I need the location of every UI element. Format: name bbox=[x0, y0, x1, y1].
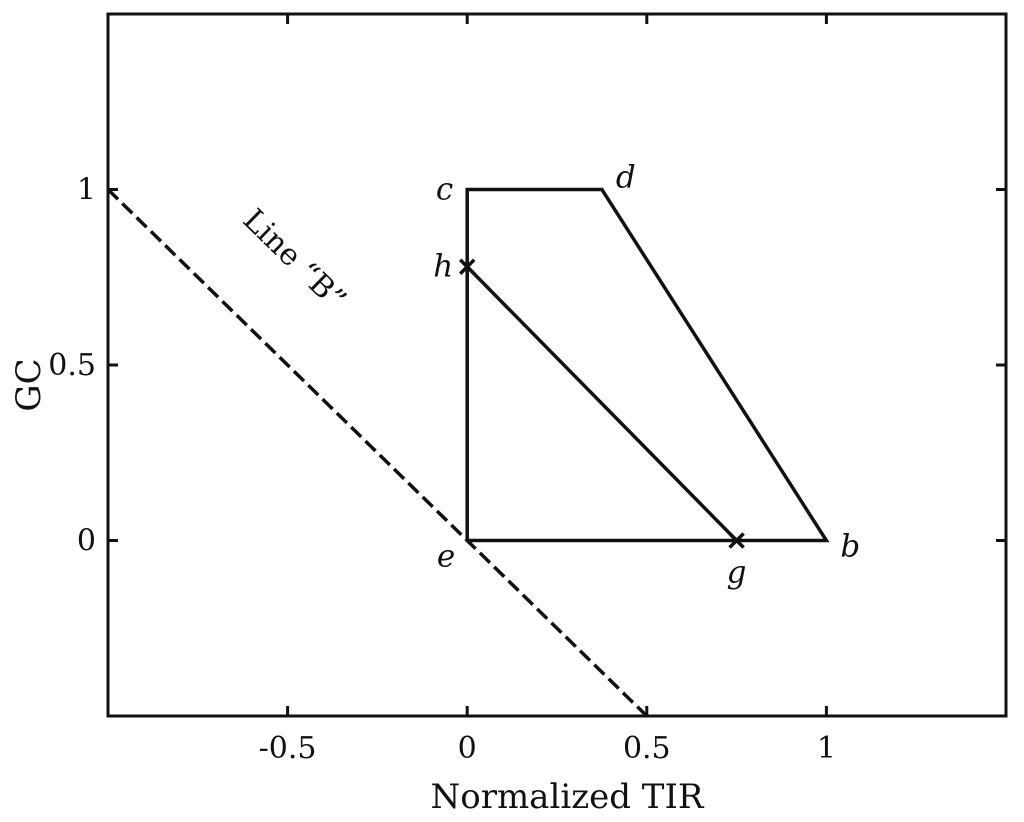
x-axis-label: Normalized TIR bbox=[430, 777, 704, 817]
point-marker-h bbox=[458, 258, 476, 275]
y-tick-label: 1 bbox=[77, 173, 96, 208]
solid-line-series bbox=[465, 187, 830, 543]
dashed-line-series bbox=[106, 188, 649, 718]
line-b-annotation: Line “B” bbox=[236, 202, 353, 317]
point-label-g: g bbox=[727, 555, 747, 591]
y-axis-label: GC bbox=[9, 358, 49, 411]
y-tick-label: 0 bbox=[77, 524, 96, 559]
point-label-e: e bbox=[437, 539, 455, 575]
x-tick-label: -0.5 bbox=[259, 731, 317, 766]
x-tick-label: 1 bbox=[817, 731, 836, 766]
point-label-c: c bbox=[436, 172, 453, 208]
x-tick-label: 0.5 bbox=[623, 731, 671, 766]
solid-line-series bbox=[465, 265, 738, 542]
point-label-d: d bbox=[616, 160, 636, 196]
point-label-h: h bbox=[433, 249, 453, 285]
ticks-layer: -0.5 0 0.5 1 0 0.5 1 bbox=[48, 14, 1006, 766]
plot-frame bbox=[106, 12, 1008, 718]
y-tick-label: 0.5 bbox=[48, 348, 96, 383]
x-tick-label: 0 bbox=[458, 731, 477, 766]
point-label-b: b bbox=[840, 529, 860, 565]
marks-layer: b c d e g h Line “B” bbox=[106, 160, 860, 718]
point-marker-g bbox=[728, 532, 745, 549]
